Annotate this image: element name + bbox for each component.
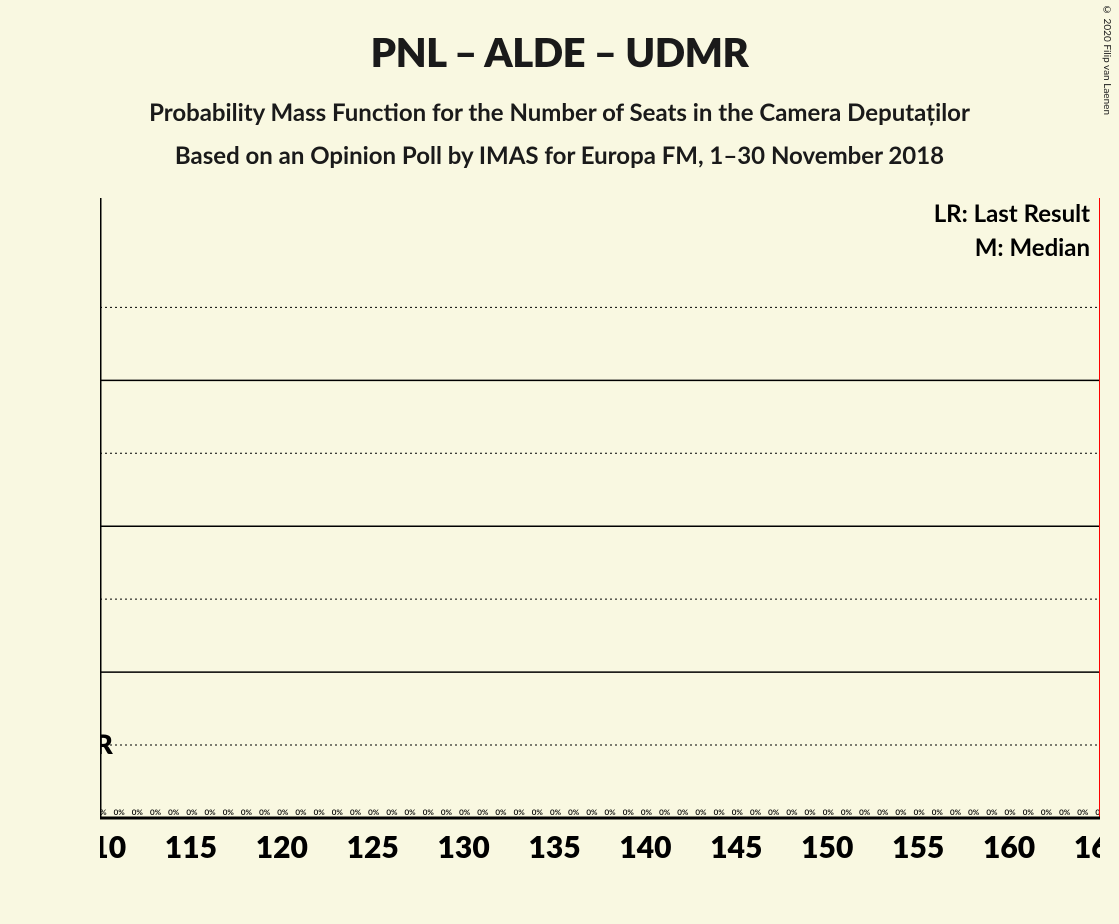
chart-title: PNL – ALDE – UDMR xyxy=(0,28,1119,76)
x-tick-label: 165 xyxy=(1074,829,1100,858)
bar-value-label: 0% xyxy=(368,807,380,817)
bar-value-label: 0% xyxy=(405,807,417,817)
bar-value-label: 0% xyxy=(859,807,871,817)
chart-subtitle-1: Probability Mass Function for the Number… xyxy=(0,98,1119,127)
copyright-text: © 2020 Filip van Laenen xyxy=(1101,4,1113,115)
bar-value-label: 0% xyxy=(459,807,471,817)
bar-value-label: 0% xyxy=(877,807,889,817)
bar-value-label: 0% xyxy=(332,807,344,817)
pmf-chart: 0% 0% 0% 0% 0% 0% 0% 0% 0% 0% 0% 0% 0% 0% 0% 0% 0% 0% 0% 0%… xyxy=(100,198,1100,858)
x-tick-label: 135 xyxy=(528,829,580,858)
bar-value-label: 0% xyxy=(259,807,271,817)
x-tick-label: 145 xyxy=(710,829,762,858)
legend-lr: LR: Last Result xyxy=(934,199,1090,228)
bar-value-label: 0% xyxy=(277,807,289,817)
bar-value-label: 0% xyxy=(205,807,217,817)
bar-value-label: 0% xyxy=(968,807,980,817)
bar-value-label: 0% xyxy=(695,807,707,817)
bar-value-label: 0% xyxy=(895,807,907,817)
bar-value-label: 0% xyxy=(750,807,762,817)
x-tick-label: 130 xyxy=(438,829,490,858)
bar-value-label: 0% xyxy=(150,807,162,817)
bar-value-label: 0% xyxy=(641,807,653,817)
bar-value-label: 0% xyxy=(950,807,962,817)
x-tick-label: 125 xyxy=(347,829,399,858)
median-marker: M xyxy=(687,527,714,561)
bar-value-label: 0% xyxy=(386,807,398,817)
x-tick-label: 115 xyxy=(165,829,217,858)
bar-value-label: 0% xyxy=(605,807,617,817)
bar-value-label: 0% xyxy=(786,807,798,817)
x-tick-label: 120 xyxy=(256,829,308,858)
lr-axis-label: LR xyxy=(100,728,114,760)
bar-value-label: 0% xyxy=(805,807,817,817)
bar-value-label: 0% xyxy=(1023,807,1035,817)
bar-value-label: 0% xyxy=(768,807,780,817)
bar-value-label: 0% xyxy=(186,807,198,817)
bar-value-label: 0% xyxy=(532,807,544,817)
bar-value-label: 0% xyxy=(114,807,126,817)
bar-value-label: 0% xyxy=(623,807,635,817)
bar-value-label: 0% xyxy=(314,807,326,817)
bar-value-label: 0% xyxy=(986,807,998,817)
x-tick-label: 155 xyxy=(892,829,944,858)
chart-subtitle-2: Based on an Opinion Poll by IMAS for Eur… xyxy=(0,141,1119,170)
bar-value-label: 0% xyxy=(932,807,944,817)
bar-value-label: 0% xyxy=(568,807,580,817)
legend-m: M: Median xyxy=(975,233,1090,262)
bar-value-label: 0% xyxy=(914,807,926,817)
bar-value-label: 0% xyxy=(1005,807,1017,817)
bar-value-label: 0% xyxy=(677,807,689,817)
bar-value-label: 0% xyxy=(514,807,526,817)
bar-value-label: 0% xyxy=(495,807,507,817)
x-tick-label: 160 xyxy=(983,829,1035,858)
bar-value-label: 0% xyxy=(423,807,435,817)
bar-value-label: 0% xyxy=(477,807,489,817)
x-tick-label: 140 xyxy=(619,829,671,858)
x-tick-label: 150 xyxy=(801,829,853,858)
bar-value-label: 0% xyxy=(1077,807,1089,817)
bar-value-label: 0% xyxy=(223,807,235,817)
bar-value-label: 0% xyxy=(441,807,453,817)
bar-value-label: 0% xyxy=(714,807,726,817)
x-tick-label: 110 xyxy=(100,829,126,858)
bar-value-label: 0% xyxy=(1059,807,1071,817)
bar-value-label: 0% xyxy=(841,807,853,817)
title-block: PNL – ALDE – UDMR Probability Mass Funct… xyxy=(0,0,1119,170)
bar-value-label: 0% xyxy=(241,807,253,817)
bar-value-label: 0% xyxy=(823,807,835,817)
bar-value-label: 0% xyxy=(550,807,562,817)
bar-value-label: 0% xyxy=(168,807,180,817)
bar-value-label: 0% xyxy=(1041,807,1053,817)
bar-value-label: 0% xyxy=(132,807,144,817)
bar-value-label: 0% xyxy=(350,807,362,817)
bar-value-label: 0% xyxy=(586,807,598,817)
bar-value-label: 0% xyxy=(659,807,671,817)
bar-value-label: 0% xyxy=(732,807,744,817)
bar-value-label: 0% xyxy=(295,807,307,817)
